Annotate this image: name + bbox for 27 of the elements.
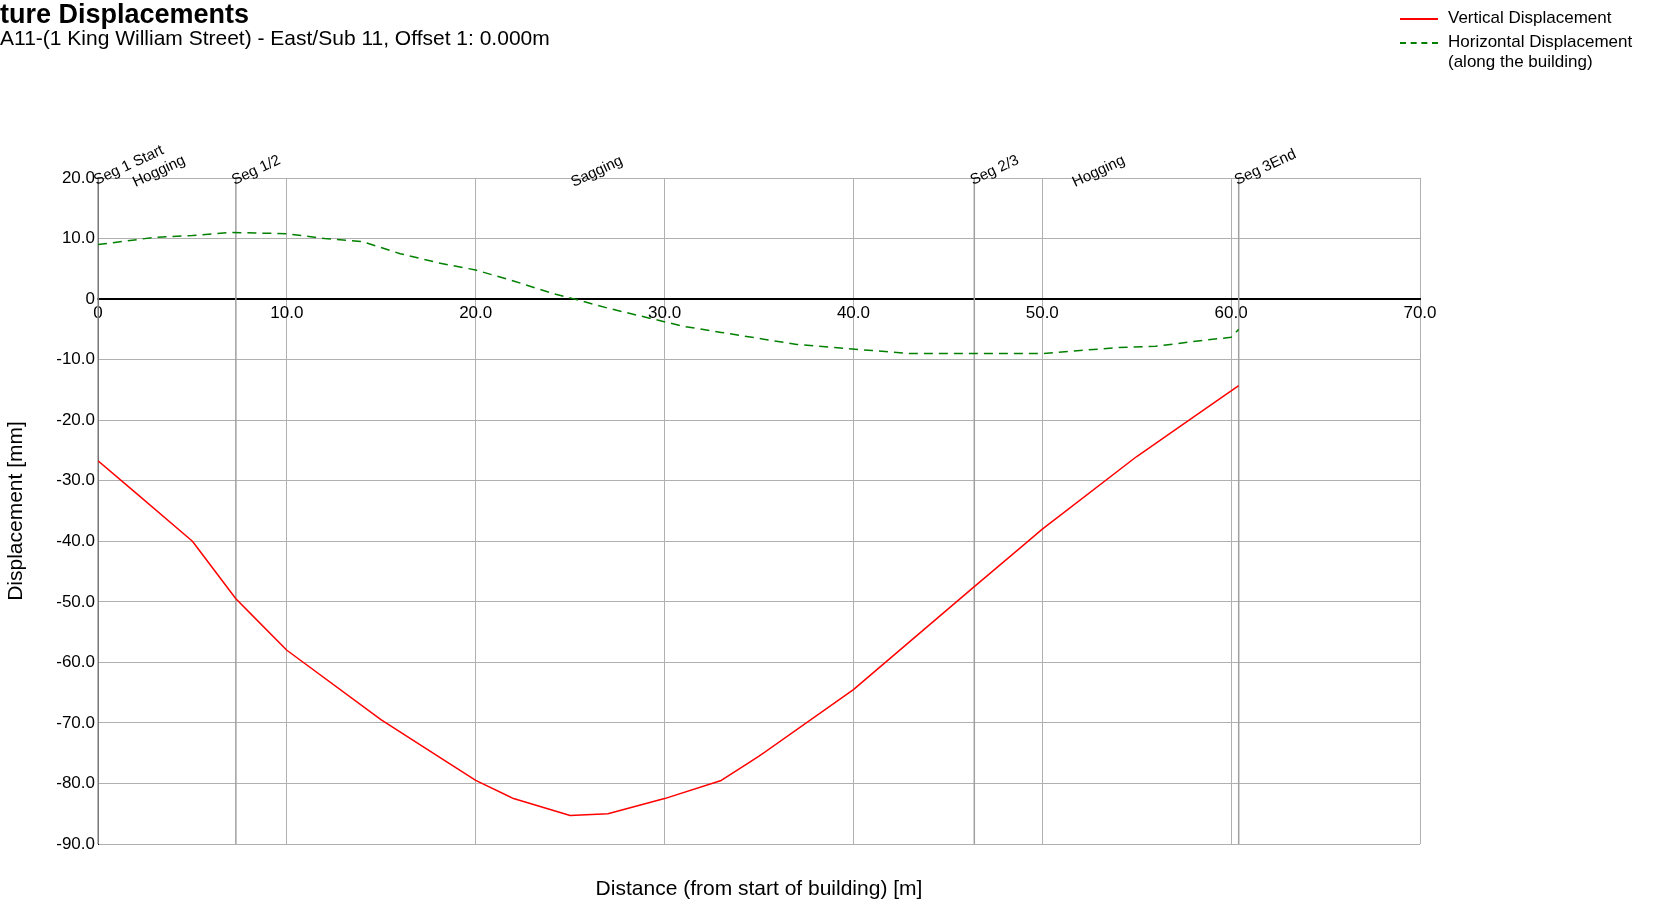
x-tick-label: 60.0 [1214,302,1248,322]
y-tick-label: -60.0 [56,652,95,672]
y-tick-label: 10.0 [61,228,95,248]
x-axis-title: Distance (from start of building) [m] [594,876,924,900]
y-axis-title: Displacement [mm] [3,421,27,601]
x-tick-label: 40.0 [836,302,870,322]
y-tick-label: -20.0 [56,409,95,429]
y-tick-label: -70.0 [56,712,95,732]
legend-label: Vertical Displacement [1448,8,1613,28]
x-tick-label: 10.0 [270,302,304,322]
x-tick-label: 70.0 [1403,302,1437,322]
ref-line-label: Seg 2/3 [966,150,1022,188]
y-tick-label: -50.0 [56,591,95,611]
chart-title: ture Displacements [0,0,250,30]
y-tick-label: -30.0 [56,470,95,490]
y-tick-label: 0 [85,288,95,308]
y-tick-label: -10.0 [56,349,95,369]
y-tick-label: -80.0 [56,773,95,793]
legend-label: Horizontal Displacement (along the building) [1448,32,1634,72]
ref-line-label: Seg 3End [1231,144,1299,188]
y-tick-label: 20.0 [61,167,95,187]
ref-line-label: Seg 1/2 [228,150,283,188]
x-tick-label: 50.0 [1025,302,1059,322]
x-tick-label: 20.0 [459,302,493,322]
y-tick-label: -90.0 [56,833,95,853]
x-tick-label: 30.0 [648,302,682,322]
y-tick-label: -40.0 [56,530,95,550]
